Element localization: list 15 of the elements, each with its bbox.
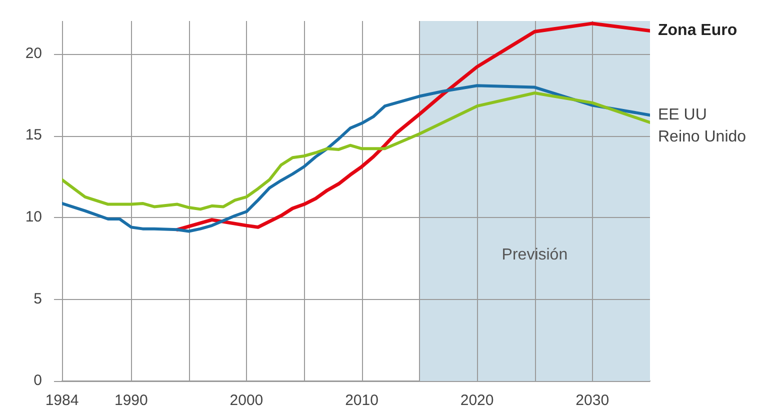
band-label: Previsión bbox=[502, 246, 568, 264]
x-tick-label: 2000 bbox=[230, 392, 264, 410]
x-tick-label: 2010 bbox=[345, 392, 378, 410]
y-tick-label: 15 bbox=[25, 126, 42, 144]
y-tick-label: 20 bbox=[25, 44, 42, 62]
x-tick-label: 1990 bbox=[114, 392, 148, 410]
y-tick-label: 5 bbox=[34, 290, 42, 308]
series-label: EE UU bbox=[658, 106, 707, 124]
series-label: Zona Euro bbox=[658, 22, 738, 40]
y-tick-label: 10 bbox=[25, 208, 42, 226]
series-label: Reino Unido bbox=[658, 128, 746, 146]
x-tick-label: 1984 bbox=[45, 392, 79, 410]
x-tick-label: 2020 bbox=[460, 392, 494, 410]
y-tick-label: 0 bbox=[34, 372, 42, 390]
x-tick-label: 2030 bbox=[576, 392, 610, 410]
